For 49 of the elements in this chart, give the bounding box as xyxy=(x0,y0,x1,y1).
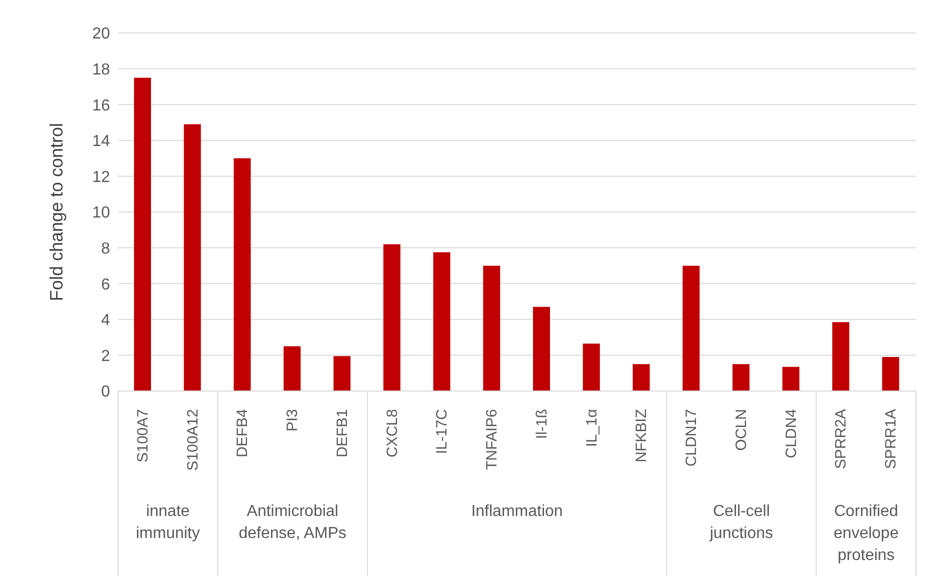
text: Cornified envelope proteins xyxy=(834,503,899,564)
bar xyxy=(582,344,600,391)
y-tick-label: 8 xyxy=(101,240,110,258)
y-tick-label: 10 xyxy=(92,204,110,222)
bar xyxy=(383,244,400,391)
x-tick-label: TNFAIP6 xyxy=(484,409,501,470)
bar xyxy=(832,322,850,391)
y-tick-label: 18 xyxy=(92,61,110,78)
bar xyxy=(134,78,151,391)
y-tick-label: 16 xyxy=(92,97,110,114)
y-tick-label: 20 xyxy=(92,26,110,43)
bar xyxy=(334,356,350,391)
y-tick-label: 0 xyxy=(101,384,110,401)
bar xyxy=(882,356,900,391)
y-tick-label: 4 xyxy=(101,312,110,330)
x-tick-label: OCLN xyxy=(732,409,750,451)
x-tick-label: IL-17C xyxy=(434,408,451,454)
x-tick-label: CXCL8 xyxy=(384,409,401,458)
x-tick-label: CLDN4 xyxy=(782,409,800,458)
bar xyxy=(433,252,450,391)
x-tick-label: Il-1ß xyxy=(533,409,550,439)
y-tick-label: 6 xyxy=(101,276,110,294)
y-tick-label: 12 xyxy=(92,168,110,186)
x-tick-label: SPRR2A xyxy=(832,409,850,470)
bar xyxy=(732,364,750,391)
y-axis-title: Fold change to control xyxy=(46,122,66,302)
bar xyxy=(184,124,201,391)
x-tick-label: S100A7 xyxy=(134,409,152,462)
bar xyxy=(533,306,550,391)
x-tick-label: S100A12 xyxy=(184,409,202,471)
bar xyxy=(483,266,500,391)
bar xyxy=(234,158,251,391)
y-tick-label: 2 xyxy=(101,348,110,365)
x-tick-label: PI3 xyxy=(284,409,302,432)
x-tick-label: SPRR1A xyxy=(882,409,900,470)
x-tick-label: NFKBIZ xyxy=(633,409,650,462)
x-tick-label: CLDN17 xyxy=(683,409,700,467)
x-tick-label: IL_1α xyxy=(583,408,600,447)
x-tick-label: DEFB4 xyxy=(234,409,252,458)
bar xyxy=(782,366,800,391)
bar xyxy=(284,346,301,391)
text: Cell-cell junctions xyxy=(708,503,774,542)
bar xyxy=(682,266,700,391)
text: Antimicrobial defense, AMPs xyxy=(238,503,346,542)
bar xyxy=(632,364,650,391)
text: innate immunity xyxy=(136,503,200,542)
text: Inflammation xyxy=(471,503,563,520)
x-tick-label: DEFB1 xyxy=(334,409,351,458)
y-tick-label: 14 xyxy=(92,133,110,150)
